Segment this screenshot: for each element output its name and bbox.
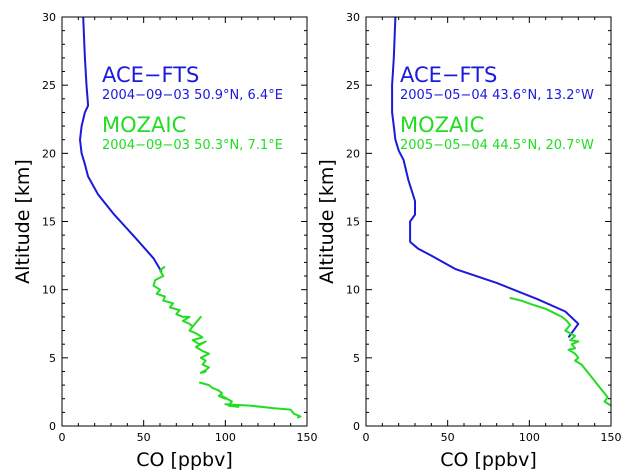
x-tick-label: 0 — [59, 431, 66, 444]
x-tick-label: 100 — [215, 431, 236, 444]
x-axis-label: CO [ppbv] — [440, 449, 537, 471]
legend-info: 2005−05−04 44.5°N, 20.7°W — [400, 138, 594, 153]
x-tick-label: 150 — [601, 431, 622, 444]
y-tick-label: 10 — [42, 284, 56, 297]
x-axis-label: CO [ppbv] — [136, 449, 233, 471]
x-tick-label: 50 — [441, 431, 455, 444]
legend-name: MOZAIC — [400, 113, 484, 137]
x-tick-label: 100 — [519, 431, 540, 444]
legend-name: ACE−FTS — [102, 63, 199, 87]
y-tick-label: 20 — [346, 147, 360, 160]
legend-info: 2004−09−03 50.3°N, 7.1°E — [102, 138, 283, 153]
y-tick-label: 25 — [346, 79, 360, 92]
y-tick-label: 5 — [49, 352, 56, 365]
y-tick-label: 30 — [346, 11, 360, 24]
legend-name: MOZAIC — [102, 113, 186, 137]
x-tick-label: 150 — [297, 431, 318, 444]
y-tick-label: 25 — [42, 79, 56, 92]
right-chart-panel: 0 50 100 150 0 5 10 15 20 25 30 CO [ppbv] Altitude [… — [316, 11, 622, 471]
y-tick-label: 5 — [353, 352, 360, 365]
series-line-acefts-0 — [79, 17, 163, 273]
y-tick-label: 20 — [42, 147, 56, 160]
y-tick-label: 0 — [353, 420, 360, 433]
legend-info: 2004−09−03 50.9°N, 6.4°E — [102, 88, 283, 103]
y-axis-label: Altitude [km] — [12, 159, 34, 284]
y-tick-label: 15 — [346, 216, 360, 229]
y-tick-label: 30 — [42, 11, 56, 24]
series-line-mozaic-2 — [198, 381, 302, 419]
series-line-acefts-0 — [391, 17, 580, 338]
y-tick-label: 10 — [346, 284, 360, 297]
y-tick-label: 15 — [42, 216, 56, 229]
series-line-mozaic-1 — [509, 296, 611, 407]
series-line-mozaic-1 — [152, 265, 210, 374]
y-axis-label: Altitude [km] — [316, 159, 338, 284]
y-tick-label: 0 — [49, 420, 56, 433]
left-chart-panel: 0 50 100 150 0 5 10 15 20 25 30 CO [ppbv] Altitude [… — [12, 11, 318, 471]
legend-name: ACE−FTS — [400, 63, 497, 87]
legend-info: 2005−05−04 43.6°N, 13.2°W — [400, 88, 594, 103]
x-tick-label: 50 — [137, 431, 151, 444]
x-tick-label: 0 — [363, 431, 370, 444]
